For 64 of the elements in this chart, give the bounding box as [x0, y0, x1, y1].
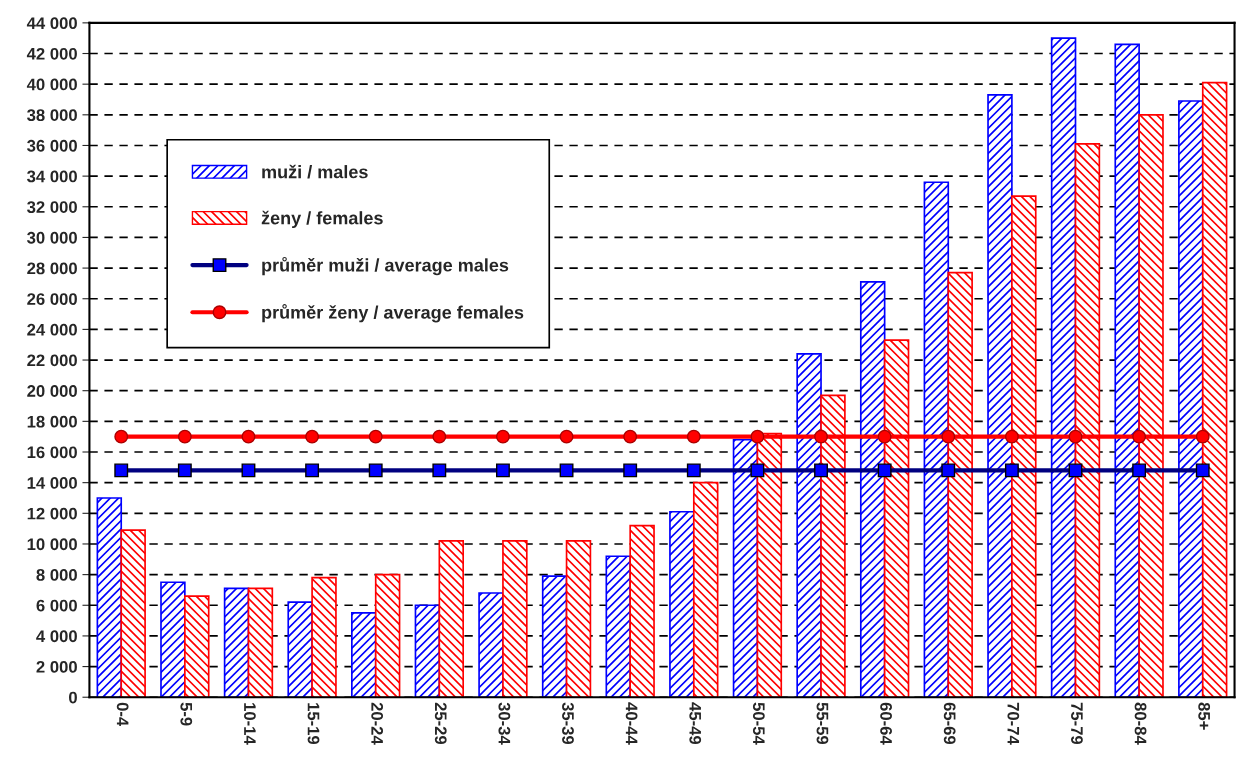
bar: [669, 510, 695, 698]
y-tick-label: 42 000: [26, 47, 77, 60]
bar: [96, 497, 123, 698]
legend-label: průměr ženy / average females: [262, 304, 524, 323]
y-tick-label: 10 000: [27, 538, 77, 551]
x-tick-label: 25-29: [434, 702, 447, 745]
x-tick-label: 50-54: [752, 702, 765, 745]
y-tick-label: 8 000: [36, 569, 77, 581]
bar: [438, 540, 465, 698]
x-tick-label: 20-24: [371, 702, 384, 745]
y-tick-label: 4 000: [36, 630, 77, 643]
bar: [247, 587, 274, 698]
bar: [287, 601, 313, 698]
x-tick-label: 5-9: [180, 702, 193, 726]
y-tick-label: 32 000: [27, 201, 77, 214]
bar: [311, 576, 337, 698]
y-tick-label: 22 000: [27, 354, 77, 367]
x-tick-label: 80-84: [1134, 702, 1147, 745]
x-tick-label: 15-19: [307, 703, 320, 745]
x-tick-label: 65-69: [943, 702, 956, 745]
y-tick-label: 24 000: [27, 323, 77, 336]
bar: [223, 587, 250, 698]
y-tick-label: 18 000: [27, 415, 77, 428]
bar: [692, 481, 719, 698]
x-tick-label: 10-14: [244, 703, 256, 745]
bar: [160, 581, 186, 698]
y-tick-label: 26 000: [27, 293, 77, 305]
bar: [120, 529, 146, 698]
bar: [184, 595, 210, 698]
x-tick-label: 40-44: [625, 702, 638, 745]
y-tick-label: 44 000: [26, 17, 77, 30]
x-tick-label: 85+: [1198, 702, 1211, 730]
bar: [541, 575, 568, 698]
x-tick-label: 45-49: [689, 702, 702, 745]
bar: [351, 612, 377, 698]
y-tick-label: 38 000: [27, 109, 77, 122]
legend-label: ženy / females: [261, 210, 383, 229]
bar: [478, 592, 504, 698]
y-tick-label: 16 000: [27, 446, 77, 459]
y-tick-label: 34 000: [27, 170, 77, 183]
y-tick-label: 6 000: [36, 599, 77, 612]
bar: [629, 524, 655, 698]
y-tick-label: 2 000: [36, 660, 77, 673]
x-tick-label: 75-79: [1071, 702, 1083, 745]
y-tick-label: 28 000: [27, 262, 77, 275]
bar: [374, 573, 401, 698]
y-tick-label: 36 000: [27, 139, 77, 152]
y-tick-label: 40 000: [26, 78, 77, 91]
bar: [502, 540, 528, 698]
bar: [605, 555, 632, 698]
x-tick-label: 55-59: [816, 702, 829, 745]
bar: [565, 540, 592, 698]
x-tick-label: 70-74: [1007, 702, 1020, 745]
legend-label: průměr muži / average males: [262, 256, 509, 276]
y-tick-label: 30 000: [27, 231, 77, 244]
x-tick-label: 30-34: [498, 702, 511, 745]
y-tick-label: 20 000: [27, 385, 77, 397]
x-tick-label: 60-64: [880, 702, 892, 745]
x-tick-label: 35-39: [562, 702, 574, 745]
y-tick-label: 12 000: [27, 507, 77, 520]
legend-label: muži / males: [262, 164, 368, 179]
y-tick-label: 14 000: [27, 477, 77, 489]
x-tick-label: 0-4: [116, 702, 129, 727]
y-tick-label: 0: [69, 691, 77, 704]
